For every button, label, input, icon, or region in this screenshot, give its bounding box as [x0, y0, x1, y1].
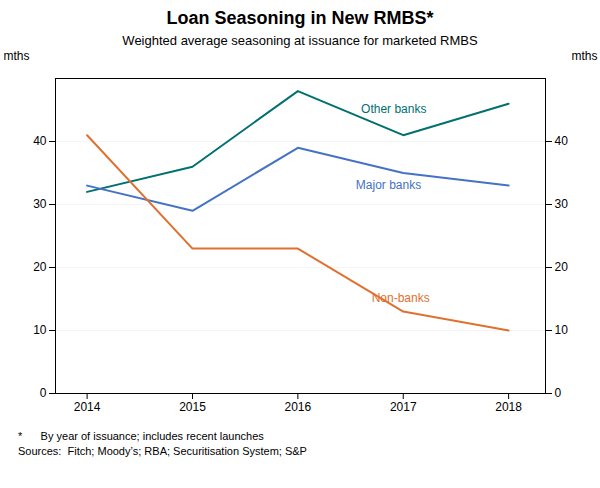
- html-text:Weighted average seasoning at: Weighted average seasoning at issuance f…: [122, 33, 478, 48]
- html-text:* By year of issuance; include: * By year of issuance; includes recent l…: [18, 430, 264, 442]
- svg-text:2017: 2017: [390, 400, 417, 414]
- svg-text:30: 30: [33, 197, 47, 211]
- html-text:Loan Seasoning in New RMBS*: Loan Seasoning in New RMBS*: [166, 8, 434, 28]
- svg-text:2015: 2015: [179, 400, 206, 414]
- svg-text:mths: mths: [4, 49, 30, 63]
- svg-text:2016: 2016: [285, 400, 312, 414]
- svg-text:10: 10: [555, 323, 569, 337]
- svg-text:10: 10: [33, 323, 47, 337]
- svg-text:Other banks: Other banks: [361, 102, 426, 116]
- svg-text:Major banks: Major banks: [356, 178, 421, 192]
- svg-text:Non-banks: Non-banks: [372, 291, 430, 305]
- svg-text:20: 20: [555, 260, 569, 274]
- svg-text:20: 20: [33, 260, 47, 274]
- svg-text:40: 40: [555, 134, 569, 148]
- svg-text:2018: 2018: [495, 400, 522, 414]
- svg-text:40: 40: [33, 134, 47, 148]
- svg-text:2014: 2014: [74, 400, 101, 414]
- svg-text:30: 30: [555, 197, 569, 211]
- svg-text:0: 0: [40, 386, 47, 400]
- svg-text:0: 0: [555, 386, 562, 400]
- html-text:Sources: Fitch; Moody’s; RBA;: Sources: Fitch; Moody’s; RBA; Securitisa…: [18, 445, 307, 457]
- svg-text:mths: mths: [571, 49, 597, 63]
